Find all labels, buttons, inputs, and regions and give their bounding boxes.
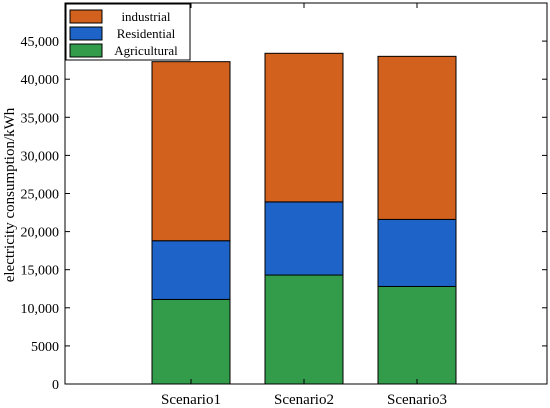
y-tick-label: 30,000: [21, 149, 60, 164]
bar-residential-scenario2: [264, 201, 344, 276]
legend-swatch-agricultural: [69, 43, 103, 58]
y-tick-label: 20,000: [21, 226, 60, 241]
bar-agricultural-scenario3: [377, 285, 457, 385]
bar-industrial-scenario3: [377, 55, 457, 220]
bars-group: [151, 52, 457, 385]
y-tick-label: 0: [52, 378, 59, 393]
bar-agricultural-scenario1: [151, 298, 231, 385]
y-axis-ticks: 0 5000 10,000 15,000 20,000 25,000 30,000 35,00…: [21, 35, 547, 393]
x-axis-ticks: Scenario1 Scenario2 Scenario3: [161, 3, 447, 408]
x-tick-label: Scenario2: [274, 392, 334, 408]
y-tick-label: 10,000: [21, 302, 60, 317]
legend-label-industrial: industrial: [121, 9, 170, 24]
y-tick-label: 45,000: [21, 35, 60, 50]
y-tick-label: 25,000: [21, 188, 60, 203]
legend-label-residential: Residential: [117, 26, 176, 41]
bar-residential-scenario1: [151, 240, 231, 300]
y-tick-label: 40,000: [21, 73, 60, 88]
x-tick-label: Scenario3: [387, 392, 447, 408]
y-tick-label: 35,000: [21, 111, 60, 126]
legend-swatch-residential: [69, 26, 103, 41]
y-tick-label: 15,000: [21, 264, 60, 279]
legend-label-agricultural: Agricultural: [114, 43, 178, 58]
legend: industrial Residential Agricultural: [65, 3, 191, 61]
bar-industrial-scenario1: [151, 61, 231, 242]
bar-residential-scenario3: [377, 218, 457, 287]
y-axis-label: electricity consumption/kWh: [2, 107, 18, 282]
legend-swatch-industrial: [69, 9, 103, 24]
x-tick-label: Scenario1: [161, 392, 221, 408]
bar-agricultural-scenario2: [264, 274, 344, 385]
bar-industrial-scenario2: [264, 52, 344, 203]
y-tick-label: 5000: [31, 340, 59, 355]
